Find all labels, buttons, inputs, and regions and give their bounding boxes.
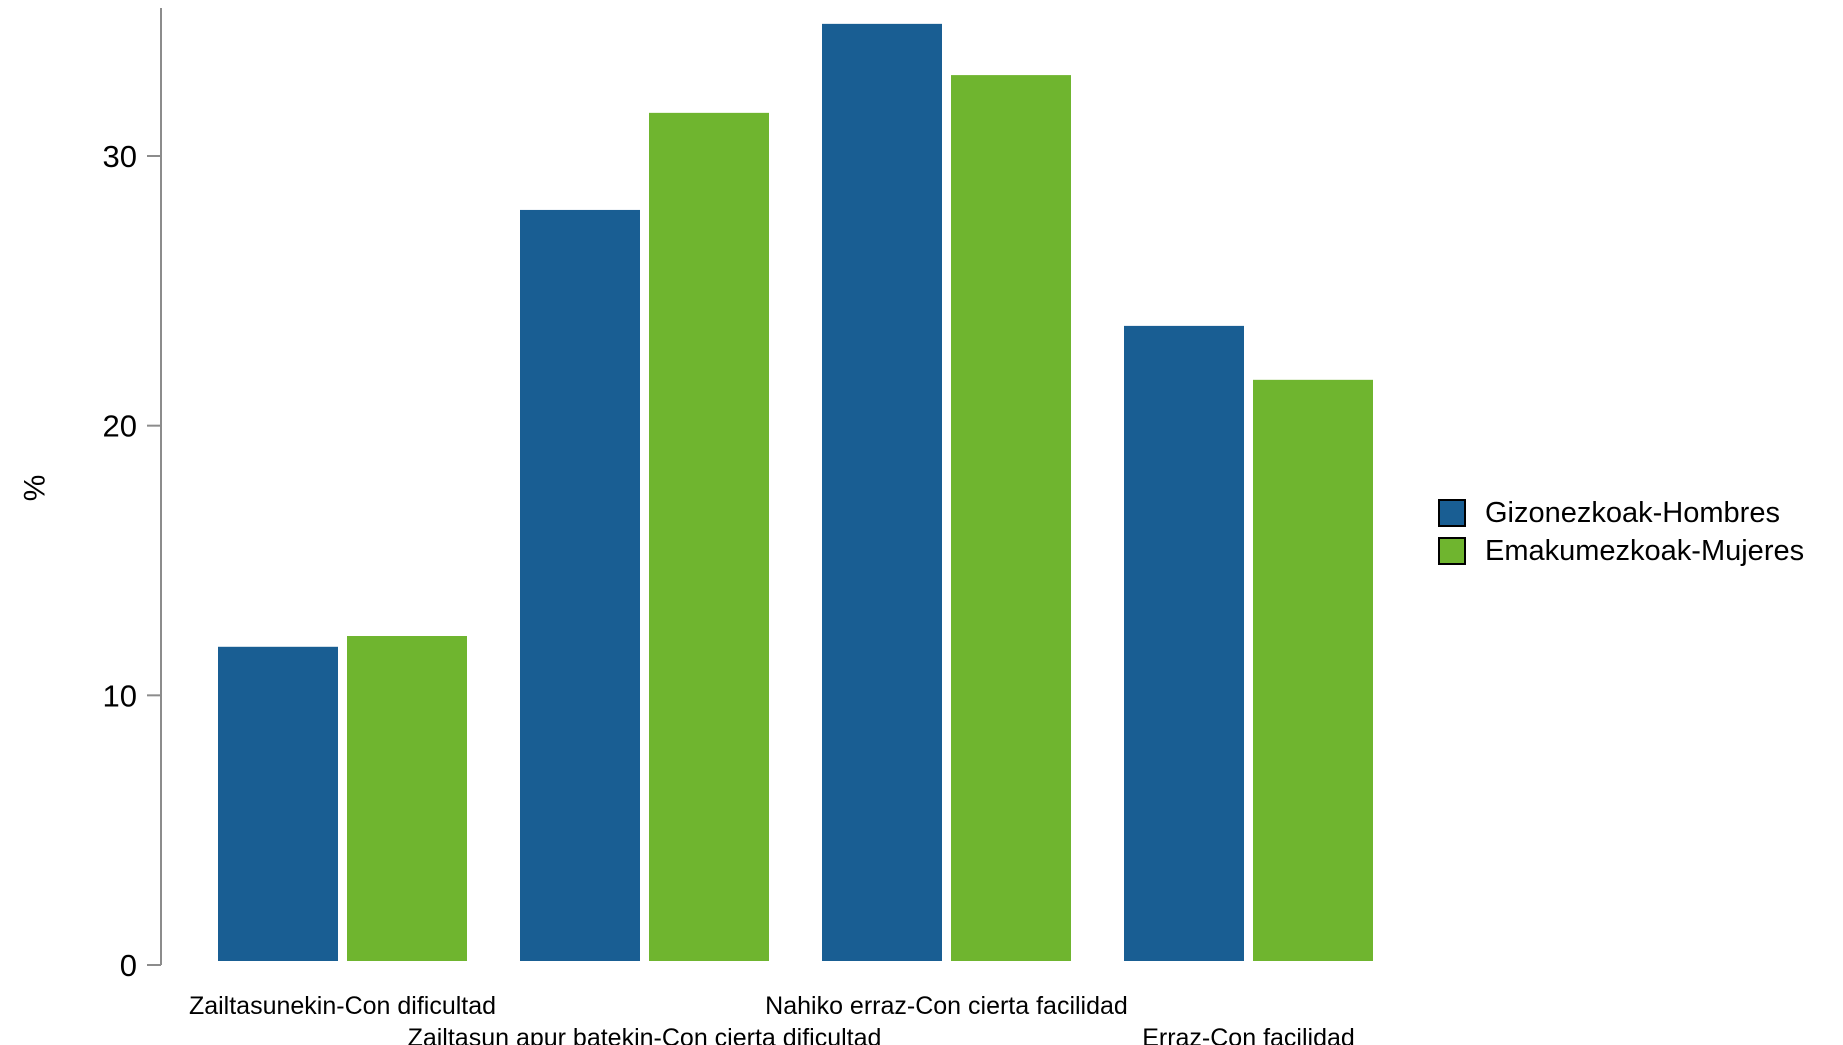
legend: Gizonezkoak-Hombres Emakumezkoak-Mujeres — [1438, 497, 1804, 567]
y-tick-label: 20 — [103, 409, 137, 444]
bar-women-3 — [951, 75, 1071, 962]
legend-swatch — [1438, 537, 1466, 565]
legend-label: Gizonezkoak-Hombres — [1485, 497, 1780, 529]
x-category-label: Zailtasun apur batekin-Con cierta dificu… — [408, 1024, 882, 1045]
legend-swatch — [1438, 499, 1466, 527]
bar-men-4 — [1124, 325, 1244, 961]
y-tick-label: 0 — [120, 948, 137, 983]
bar-men-1 — [218, 646, 338, 961]
y-tick-label: 10 — [103, 678, 137, 713]
y-tick-label: 30 — [103, 139, 137, 174]
bars — [218, 23, 1373, 962]
bar-women-1 — [347, 636, 467, 961]
x-category-label: Nahiko erraz-Con cierta facilidad — [765, 992, 1128, 1020]
bar-men-3 — [822, 23, 942, 961]
x-category-label: Zailtasunekin-Con dificultad — [189, 992, 496, 1020]
bar-women-4 — [1253, 379, 1373, 961]
x-axis-labels: Zailtasunekin-Con dificultad Zailtasun ap… — [189, 992, 1355, 1045]
y-axis: 0 10 20 30 — [103, 8, 162, 983]
x-category-label: Erraz-Con facilidad — [1142, 1024, 1355, 1045]
y-ticks: 0 10 20 30 — [103, 139, 161, 983]
bar-men-2 — [520, 209, 640, 961]
bar-women-2 — [649, 112, 769, 961]
legend-label: Emakumezkoak-Mujeres — [1485, 535, 1804, 567]
y-axis-title: % — [17, 475, 50, 502]
